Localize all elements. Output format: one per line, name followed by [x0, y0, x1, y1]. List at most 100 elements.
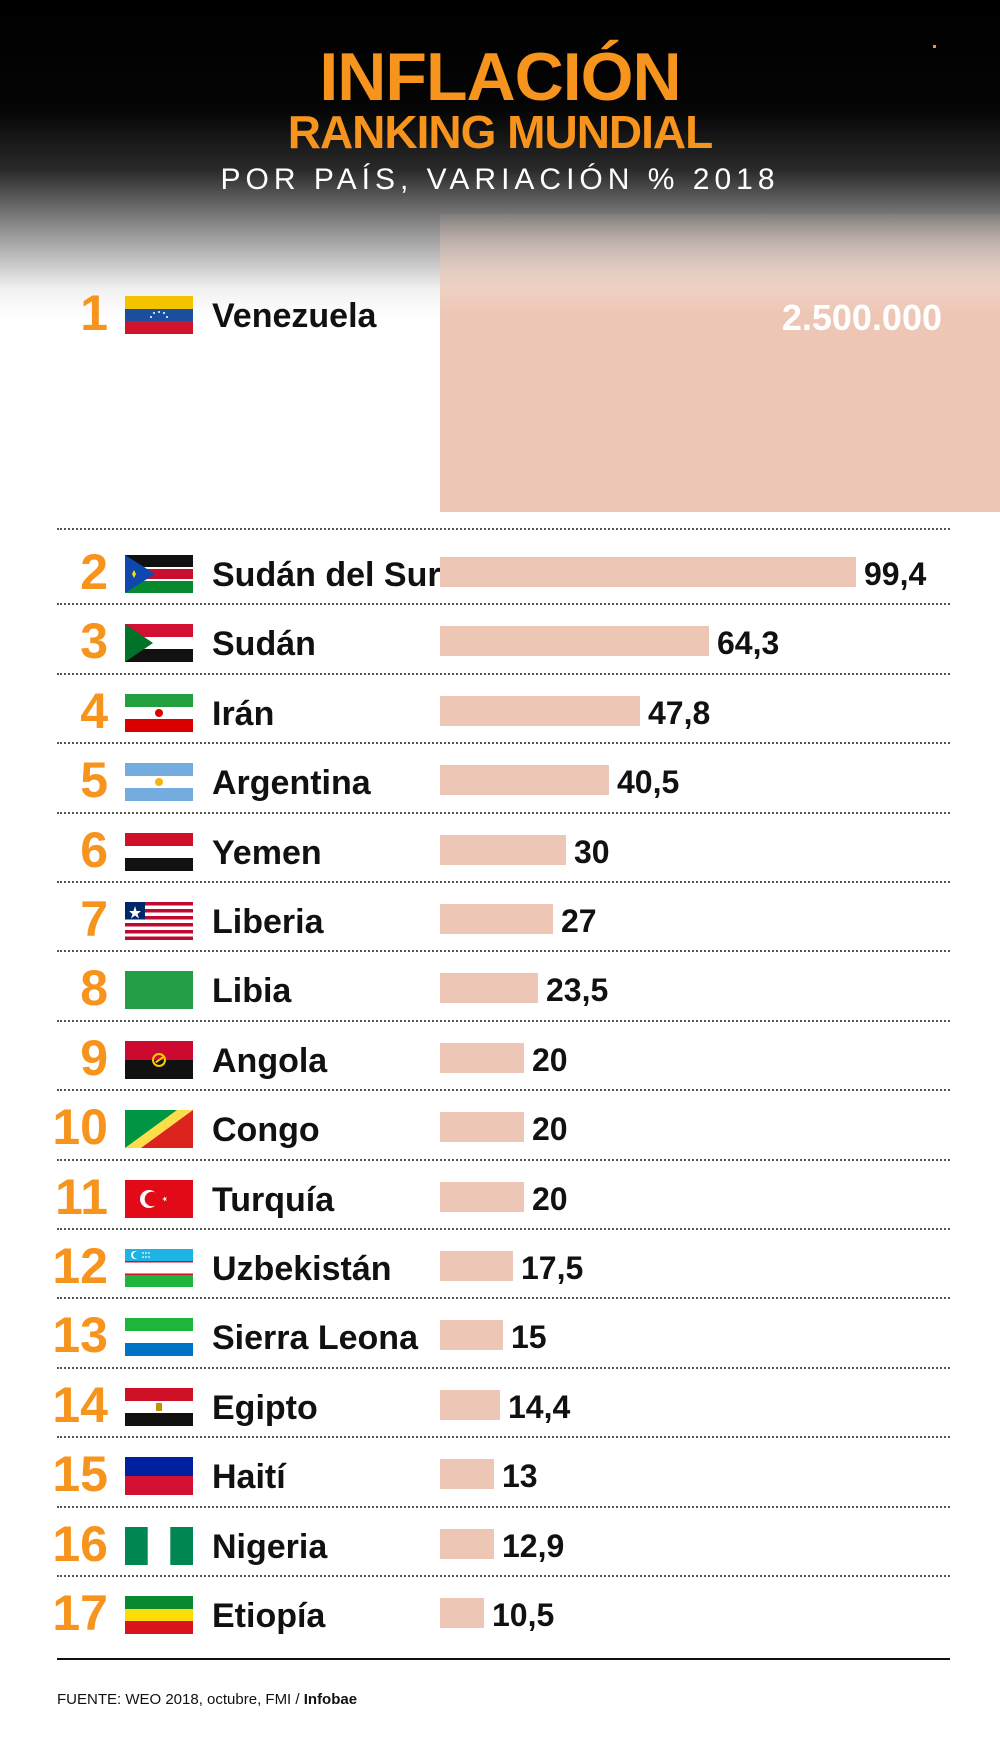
value-label-sierra-leona: 15 [511, 1319, 547, 1356]
rank-number: 6 [80, 821, 108, 878]
country-name-angola: Angola [212, 1041, 328, 1080]
footer-divider [57, 1658, 950, 1660]
row-divider [57, 603, 950, 606]
value-label-iran: 47,8 [648, 694, 711, 731]
country-name-congo: Congo [212, 1111, 320, 1150]
bar-egipto [440, 1389, 500, 1420]
row-divider [57, 1366, 950, 1369]
bar-etiopia [440, 1598, 484, 1628]
row-divider [57, 1436, 950, 1439]
flag-uzbekistan-icon [125, 1249, 193, 1287]
rank-number: 1 [80, 285, 108, 341]
row-divider [57, 1505, 950, 1508]
bar-haiti [440, 1459, 494, 1490]
rank-number: 3 [80, 613, 108, 670]
country-name-sierra-leona: Sierra Leona [212, 1319, 418, 1358]
country-name-etiopia: Etiopía [212, 1597, 326, 1635]
value-label-sudan-del-sur: 99,4 [864, 556, 927, 592]
value-label-libia: 23,5 [546, 972, 609, 1009]
row-divider [57, 1089, 950, 1092]
rank-number: 14 [52, 1376, 108, 1433]
row-divider [57, 881, 950, 883]
country-name-iran: Irán [212, 694, 275, 733]
bar-uzbekistan [440, 1251, 513, 1281]
flag-haiti-icon [125, 1457, 193, 1496]
value-label-turquia: 20 [532, 1180, 568, 1217]
value-label-venezuela: 2.500.000 [781, 297, 942, 338]
chart-title: INFLACIÓN [319, 39, 681, 115]
row-divider [57, 1019, 950, 1022]
flag-argentina-icon [125, 763, 193, 802]
rank-number: 9 [80, 1029, 108, 1086]
value-label-uzbekistan: 17,5 [521, 1250, 584, 1286]
rank-number: 7 [80, 891, 108, 947]
value-label-etiopia: 10,5 [492, 1597, 555, 1633]
flag-ethiopia-icon [125, 1596, 193, 1634]
country-name-sudan-del-sur: Sudán del Sur [212, 556, 441, 594]
flag-turkey-icon [125, 1179, 193, 1218]
row-divider [57, 672, 950, 675]
country-name-turquia: Turquía [212, 1180, 335, 1219]
flag-south-sudan-icon [125, 555, 193, 593]
bar-libia [440, 973, 538, 1004]
value-label-nigeria: 12,9 [502, 1527, 565, 1564]
value-label-egipto: 14,4 [508, 1388, 571, 1425]
bar-sierra-leona [440, 1320, 503, 1351]
row-divider [57, 742, 950, 745]
source-text: FUENTE: WEO 2018, octubre, FMI / [57, 1691, 304, 1708]
flag-sudan-icon [125, 624, 193, 663]
country-name-egipto: Egipto [212, 1388, 318, 1427]
row-divider [57, 1297, 950, 1300]
bar-sudan-del-sur [440, 557, 856, 587]
value-label-sudan: 64,3 [717, 625, 780, 662]
bar-nigeria [440, 1528, 494, 1559]
row-divider [57, 811, 950, 814]
row-divider [57, 528, 950, 530]
bar-venezuela [440, 214, 1000, 512]
source-brand: Infobae [303, 1691, 358, 1708]
bar-argentina [440, 765, 609, 796]
rank-number: 15 [52, 1446, 108, 1503]
bar-liberia [440, 904, 553, 934]
value-label-yemen: 30 [574, 833, 610, 870]
country-name-yemen: Yemen [212, 833, 322, 872]
flag-nigeria-icon [125, 1526, 193, 1565]
rank-number: 4 [80, 682, 108, 739]
country-name-sudan: Sudán [212, 625, 316, 664]
rank-number: 16 [52, 1515, 108, 1572]
bar-sudan [440, 626, 709, 657]
flag-congo-icon [125, 1110, 193, 1149]
bar-iran [440, 695, 640, 726]
bar-angola [440, 1042, 524, 1073]
rank-number: 10 [52, 1099, 108, 1156]
country-name-liberia: Liberia [212, 903, 324, 941]
row-divider [57, 1228, 950, 1230]
rank-number: 13 [52, 1307, 108, 1364]
country-name-nigeria: Nigeria [212, 1527, 328, 1566]
flag-liberia-icon [125, 902, 193, 940]
flag-egypt-icon [125, 1387, 193, 1426]
flag-venezuela-icon [125, 296, 193, 334]
value-label-angola: 20 [532, 1041, 568, 1078]
country-name-haiti: Haití [212, 1458, 286, 1497]
rank-number: 11 [55, 1168, 108, 1225]
source-note: FUENTE: WEO 2018, octubre, FMI / Infobae [57, 1690, 357, 1710]
value-label-argentina: 40,5 [617, 764, 680, 801]
row-divider [57, 950, 950, 953]
country-name-venezuela: Venezuela [212, 297, 377, 335]
chart-subtitle: RANKING MUNDIAL [287, 106, 714, 158]
decorative-dot [933, 45, 936, 48]
flag-sierra-leone-icon [125, 1318, 193, 1357]
bar-turquia [440, 1181, 524, 1212]
rank-number: 12 [52, 1238, 108, 1294]
value-label-haiti: 13 [502, 1458, 538, 1495]
bar-yemen [440, 834, 566, 865]
rank-number: 8 [80, 960, 108, 1017]
flag-iran-icon [125, 693, 193, 732]
flag-yemen-icon [125, 832, 193, 871]
row-divider [57, 1158, 950, 1161]
rank-number: 17 [52, 1585, 108, 1641]
flag-angola-icon [125, 1040, 193, 1079]
country-name-uzbekistan: Uzbekistán [212, 1250, 392, 1288]
bar-congo [440, 1112, 524, 1143]
